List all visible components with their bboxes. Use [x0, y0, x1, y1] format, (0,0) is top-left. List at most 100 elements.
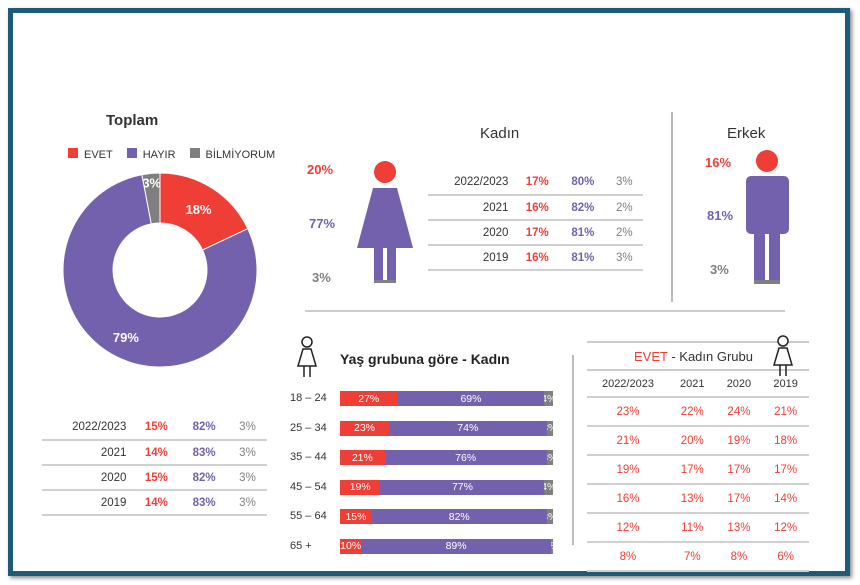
table-cell: 82%	[560, 195, 606, 221]
kadin-title: Kadın	[480, 125, 520, 142]
table-cell: 24%	[715, 397, 763, 427]
table-cell: 2022/2023	[42, 415, 133, 441]
table-cell: 8%	[715, 542, 763, 572]
bar-segment-bi̇lmi̇yorum: 4%	[544, 479, 553, 495]
divider	[671, 112, 673, 302]
table-cell: 17%	[514, 220, 561, 246]
bar-segment-hayir: 89%	[361, 538, 551, 554]
table-cell: 15%	[132, 415, 181, 441]
frame	[8, 8, 850, 576]
table-cell: 22%	[668, 397, 716, 427]
bar-segment-evet: 21%	[340, 450, 385, 465]
table-cell: 16%	[514, 195, 561, 221]
woman-icon	[357, 161, 413, 283]
bar-segment-evet: 23%	[340, 420, 389, 436]
table-cell: 16%	[514, 245, 561, 271]
evet-kadin-table: 2022/2023 2021 2020 2019 23% 22% 24% 21% 21% 20% 1…	[587, 372, 809, 572]
table-cell: 15%	[132, 465, 181, 491]
table-cell: 12%	[587, 513, 669, 543]
kadin-hayir: 77%	[309, 216, 336, 231]
donut-label: 3%	[142, 175, 161, 190]
table-cell: 16%	[587, 484, 669, 514]
age-bar: 27%69%4%	[340, 391, 553, 406]
table-cell: 17%	[514, 170, 561, 196]
legend-item: HAYIR	[126, 148, 176, 161]
table-cell: 3%	[605, 245, 643, 271]
table-cell: 83%	[180, 490, 228, 516]
bar-segment-bi̇lmi̇yorum: 1%	[550, 538, 553, 554]
table-cell: 11%	[668, 513, 716, 543]
age-label: 55 – 64	[290, 510, 327, 522]
bar-segment-hayir: 69%	[397, 391, 545, 406]
table-cell: 3%	[227, 490, 267, 516]
divider	[305, 310, 785, 312]
bar-segment-bi̇lmi̇yorum: 3%	[546, 420, 553, 436]
age-label: 45 – 54	[290, 480, 327, 493]
kadin-evet: 20%	[307, 162, 334, 177]
table-row: 16% 13% 17% 14%	[587, 484, 809, 514]
legend-item: BİLMİYORUM	[189, 148, 275, 161]
table-row: 2019 14% 83% 3%	[42, 490, 267, 516]
age-label: 35 – 44	[290, 451, 327, 463]
bar-segment-hayir: 74%	[388, 420, 547, 436]
table-cell: 7%	[668, 542, 716, 572]
table-cell: 82%	[180, 465, 228, 491]
table-cell: 14%	[132, 440, 181, 466]
table-cell: 2%	[605, 195, 643, 221]
table-row: 19% 17% 17% 17%	[587, 455, 809, 485]
table-row: 2020 17% 81% 2%	[428, 220, 643, 246]
table-cell: 2019	[42, 490, 133, 516]
column-header: 2019	[762, 372, 809, 398]
bar-segment-bi̇lmi̇yorum: 4%	[544, 391, 553, 406]
table-cell: 23%	[587, 397, 669, 427]
column-header: 2020	[715, 372, 763, 398]
toplam-title: Toplam	[106, 112, 159, 129]
bar-segment-hayir: 76%	[384, 450, 547, 465]
table-cell: 21%	[587, 426, 669, 456]
table-cell: 17%	[715, 455, 763, 485]
bar-segment-evet: 10%	[340, 538, 362, 554]
bar-segment-hayir: 82%	[371, 509, 547, 524]
donut-slice-hayir	[62, 174, 258, 368]
table-row: 23% 22% 24% 21%	[587, 397, 809, 427]
age-bar: 23%74%3%	[340, 420, 553, 436]
erkek-bilmiyorum: 3%	[710, 262, 729, 277]
bar-segment-evet: 15%	[340, 509, 372, 524]
age-bar: 19%77%4%	[340, 479, 553, 495]
age-label: 18 – 24	[290, 392, 327, 404]
bar-segment-evet: 19%	[340, 479, 381, 495]
woman-outline-icon	[296, 336, 318, 377]
table-row: 2022/2023 15% 82% 3%	[42, 415, 267, 441]
table-cell: 19%	[587, 455, 669, 485]
bar-segment-hayir: 77%	[380, 479, 545, 495]
evet-kadin-title: EVET - Kadın Grubu	[634, 349, 753, 364]
age-label: 65 +	[290, 539, 312, 552]
table-cell: 19%	[715, 426, 763, 456]
table-row: 2019 16% 81% 3%	[428, 245, 643, 271]
donut-label: 79%	[113, 330, 139, 345]
toplam-table: 2022/2023 15% 82% 3% 2021 14% 83% 3% 2020 15% 82% 3…	[42, 415, 267, 516]
erkek-title: Erkek	[727, 125, 766, 142]
table-cell: 2022/2023	[428, 170, 515, 196]
table-cell: 17%	[668, 455, 716, 485]
bar-segment-bi̇lmi̇yorum: 3%	[546, 509, 553, 524]
table-cell: 80%	[560, 170, 606, 196]
erkek-hayir: 81%	[707, 208, 734, 223]
table-cell: 2020	[42, 465, 133, 491]
table-row: 2020 15% 82% 3%	[42, 465, 267, 491]
table-cell: 83%	[180, 440, 228, 466]
age-bar: 21%76%3%	[340, 450, 553, 465]
table-cell: 17%	[715, 484, 763, 514]
table-cell: 3%	[227, 415, 267, 441]
bar-segment-bi̇lmi̇yorum: 3%	[546, 450, 553, 465]
table-cell: 14%	[132, 490, 181, 516]
table-cell: 3%	[605, 170, 643, 196]
age-label: 25 – 34	[290, 421, 327, 434]
erkek-evet: 16%	[705, 155, 732, 170]
divider	[572, 355, 574, 545]
kadin-table: 2022/2023 17% 80% 3% 2021 16% 82% 2% 2020 17% 81% 2…	[428, 170, 643, 271]
table-cell: 2021	[428, 195, 515, 221]
kadin-bilmiyorum: 3%	[312, 270, 331, 285]
table-cell: 3%	[227, 440, 267, 466]
table-cell: 6%	[762, 542, 809, 572]
